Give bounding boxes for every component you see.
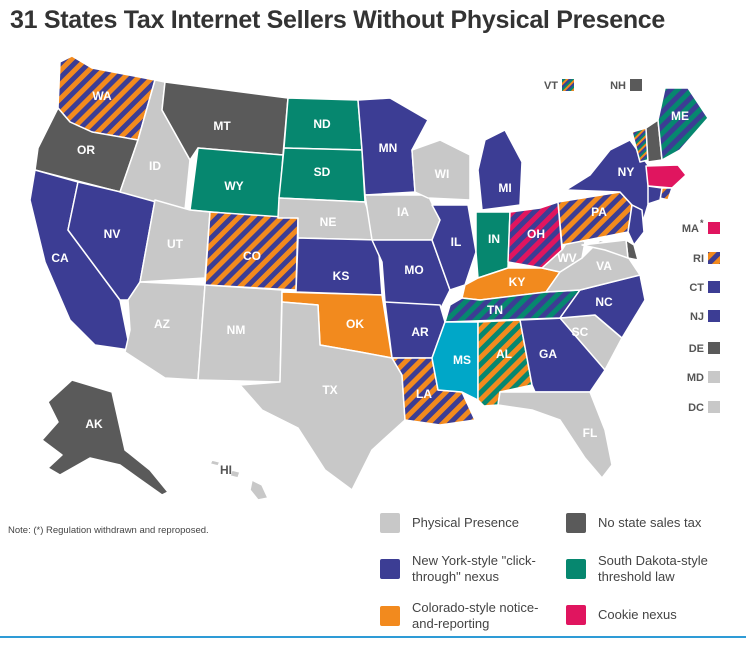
legend-label-none: No state sales tax bbox=[598, 515, 702, 530]
legend-label-physical: Physical Presence bbox=[412, 515, 519, 530]
label-MN: MN bbox=[379, 141, 398, 155]
side-label-RI: RI bbox=[693, 253, 704, 265]
legend-label-co: Colorado-style notice-and-reporting bbox=[412, 600, 539, 631]
label-MI: MI bbox=[498, 181, 511, 195]
label-OK: OK bbox=[346, 317, 364, 331]
legend-swatch-sd bbox=[566, 559, 586, 579]
state-TX[interactable] bbox=[239, 301, 406, 491]
legend-label-sd: South Dakota-style threshold law bbox=[598, 553, 708, 584]
label-IA: IA bbox=[397, 205, 409, 219]
label-ID: ID bbox=[149, 159, 161, 173]
label-UT: UT bbox=[167, 237, 184, 251]
side-swatch-RI bbox=[708, 252, 720, 264]
state-ME[interactable] bbox=[657, 87, 709, 161]
footnote: Note: (*) Regulation withdrawn and repro… bbox=[8, 525, 209, 536]
state-WV[interactable] bbox=[541, 233, 586, 273]
label-NM: NM bbox=[227, 323, 246, 337]
label-ND: ND bbox=[313, 117, 331, 131]
side-label-DE: DE bbox=[689, 343, 704, 355]
label-IL: IL bbox=[451, 235, 462, 249]
label-NE: NE bbox=[320, 215, 337, 229]
label-AK: AK bbox=[85, 417, 103, 431]
bottom-rule bbox=[0, 636, 746, 638]
legend-swatch-cookie bbox=[566, 605, 586, 625]
state-KS[interactable] bbox=[295, 237, 383, 296]
legend-label-cookie: Cookie nexus bbox=[598, 607, 677, 622]
label-TN: TN bbox=[487, 303, 503, 317]
label-OR: OR bbox=[77, 143, 95, 157]
label-PA: PA bbox=[591, 205, 607, 219]
state-AK[interactable] bbox=[41, 379, 169, 496]
label-WV: WV bbox=[557, 251, 576, 265]
legend-notice-reporting: Colorado-style notice-and-reporting bbox=[380, 600, 547, 632]
side-label-CT: CT bbox=[689, 282, 704, 294]
side-swatch-MA bbox=[708, 222, 720, 234]
label-NV: NV bbox=[104, 227, 121, 241]
label-AZ: AZ bbox=[154, 317, 170, 331]
label-ME: ME bbox=[671, 109, 689, 123]
side-label-NJ: NJ bbox=[690, 311, 704, 323]
side-label-NH: NH bbox=[610, 80, 626, 92]
label-NY: NY bbox=[618, 165, 635, 179]
label-KY: KY bbox=[509, 275, 526, 289]
label-WY: WY bbox=[224, 179, 243, 193]
side-label-MA-mark: * bbox=[700, 218, 704, 228]
side-swatch-DC bbox=[708, 401, 720, 413]
legend-label-ny: New York-style "click-through" nexus bbox=[412, 553, 536, 584]
label-WI: WI bbox=[435, 167, 450, 181]
side-swatch-DE bbox=[708, 342, 720, 354]
map-title: 31 States Tax Internet Sellers Without P… bbox=[10, 6, 666, 34]
label-VA: VA bbox=[596, 259, 612, 273]
label-TX: TX bbox=[322, 383, 337, 397]
label-KS: KS bbox=[333, 269, 350, 283]
state-IL[interactable] bbox=[431, 204, 477, 291]
small-states-legend: VT NH MA * RI CT NJ DE MD DC bbox=[544, 79, 720, 414]
state-HI[interactable] bbox=[209, 459, 269, 501]
label-IN: IN bbox=[488, 232, 500, 246]
label-NC: NC bbox=[595, 295, 613, 309]
legend-no-sales-tax: No state sales tax bbox=[566, 513, 738, 533]
state-MD[interactable] bbox=[581, 239, 629, 259]
legend-threshold-law: South Dakota-style threshold law bbox=[566, 553, 728, 585]
state-FL[interactable] bbox=[497, 391, 613, 479]
side-label-VT: VT bbox=[544, 80, 558, 92]
label-HI: HI bbox=[220, 463, 232, 477]
side-label-DC: DC bbox=[688, 402, 704, 414]
state-WI[interactable] bbox=[411, 139, 471, 201]
state-AZ[interactable] bbox=[124, 281, 206, 381]
label-CO: CO bbox=[243, 249, 261, 263]
state-NJ[interactable] bbox=[627, 204, 645, 246]
legend-click-through: New York-style "click-through" nexus bbox=[380, 553, 547, 585]
legend-swatch-co bbox=[380, 606, 400, 626]
label-SC: SC bbox=[572, 325, 589, 339]
side-swatch-NH bbox=[630, 79, 642, 91]
label-AL: AL bbox=[496, 347, 512, 361]
label-FL: FL bbox=[583, 426, 598, 440]
side-swatch-MD bbox=[708, 371, 720, 383]
side-swatch-CT bbox=[708, 281, 720, 293]
state-CT[interactable] bbox=[647, 185, 663, 205]
side-swatch-VT bbox=[562, 79, 574, 91]
state-MA[interactable] bbox=[645, 164, 687, 189]
label-LA: LA bbox=[416, 387, 432, 401]
side-swatch-NJ bbox=[708, 310, 720, 322]
label-MS: MS bbox=[453, 353, 471, 367]
label-CA: CA bbox=[51, 251, 69, 265]
label-WA: WA bbox=[92, 89, 112, 103]
legend-swatch-physical bbox=[380, 513, 400, 533]
label-MO: MO bbox=[404, 263, 423, 277]
label-MT: MT bbox=[213, 119, 231, 133]
legend-swatch-none bbox=[566, 513, 586, 533]
label-GA: GA bbox=[539, 347, 557, 361]
side-label-MA: MA bbox=[682, 223, 699, 235]
legend-cookie-nexus: Cookie nexus bbox=[566, 605, 728, 625]
state-MI[interactable] bbox=[477, 129, 523, 211]
label-SD: SD bbox=[314, 165, 331, 179]
legend-physical-presence: Physical Presence bbox=[380, 513, 542, 533]
label-AR: AR bbox=[411, 325, 429, 339]
label-OH: OH bbox=[527, 227, 545, 241]
legend-swatch-ny bbox=[380, 559, 400, 579]
side-label-MD: MD bbox=[687, 372, 704, 384]
